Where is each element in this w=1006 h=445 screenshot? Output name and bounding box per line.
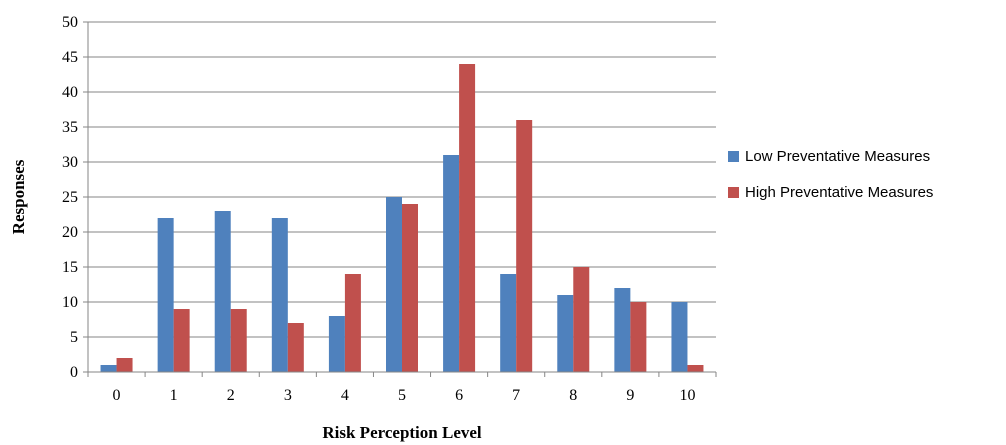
bar-high-8 [573, 267, 590, 372]
y-tick-label: 10 [62, 294, 78, 311]
bar-high-7 [516, 120, 533, 372]
bar-high-4 [344, 274, 361, 372]
legend-swatch-low [728, 151, 739, 162]
y-tick-label: 35 [62, 119, 78, 136]
bar-high-10 [687, 365, 704, 372]
x-axis-title: Risk Perception Level [322, 423, 482, 442]
y-axis-title: Responses [9, 159, 28, 234]
bar-low-9 [614, 288, 631, 372]
x-axis-tick-labels: 0 1 2 3 4 5 6 7 8 9 10 [87, 372, 717, 404]
bar-high-1 [173, 309, 190, 372]
y-tick-label: 5 [70, 329, 78, 346]
y-tick-label: 15 [62, 259, 78, 276]
y-axis-tick-labels: 0 5 10 15 20 25 30 35 40 45 50 [62, 14, 78, 381]
x-tick-label: 8 [569, 387, 577, 404]
x-tick-label: 3 [284, 387, 292, 404]
y-tick-label: 45 [62, 49, 78, 66]
x-tick-label: 1 [170, 387, 178, 404]
bar-low-1 [157, 218, 174, 372]
bar-high-3 [287, 323, 304, 372]
x-tick-label: 4 [341, 387, 349, 404]
legend-label-high: High Preventative Measures [745, 184, 933, 201]
x-tick-label: 2 [227, 387, 235, 404]
bar-high-5 [402, 204, 418, 372]
bar-low-0 [100, 365, 117, 372]
bar-low-6 [443, 155, 460, 372]
x-tick-label: 0 [113, 387, 121, 404]
x-tick-label: 6 [455, 387, 463, 404]
legend-swatch-high [728, 187, 739, 198]
bar-high-0 [116, 358, 133, 372]
bar-low-4 [328, 316, 345, 372]
y-tick-label: 20 [62, 224, 78, 241]
bar-high-9 [630, 302, 647, 372]
bar-high-6 [459, 64, 476, 372]
y-tick-label: 50 [62, 14, 78, 31]
bar-low-2 [214, 211, 231, 372]
x-tick-label: 10 [679, 387, 695, 404]
bars [100, 64, 704, 372]
y-tick-label: 0 [70, 364, 78, 381]
bar-low-5 [386, 197, 402, 372]
y-tick-label: 30 [62, 154, 78, 171]
y-tick-label: 25 [62, 189, 78, 206]
legend-label-low: Low Preventative Measures [745, 148, 930, 165]
x-tick-label: 9 [626, 387, 634, 404]
bar-high-2 [230, 309, 247, 372]
bar-low-8 [557, 295, 574, 372]
x-tick-label: 5 [398, 387, 406, 404]
legend: Low Preventative Measures High Preventati… [728, 148, 933, 201]
x-tick-label: 7 [512, 387, 520, 404]
bar-low-3 [271, 218, 288, 372]
bar-low-7 [500, 274, 517, 372]
bar-low-10 [671, 302, 688, 372]
y-tick-label: 40 [62, 84, 78, 101]
